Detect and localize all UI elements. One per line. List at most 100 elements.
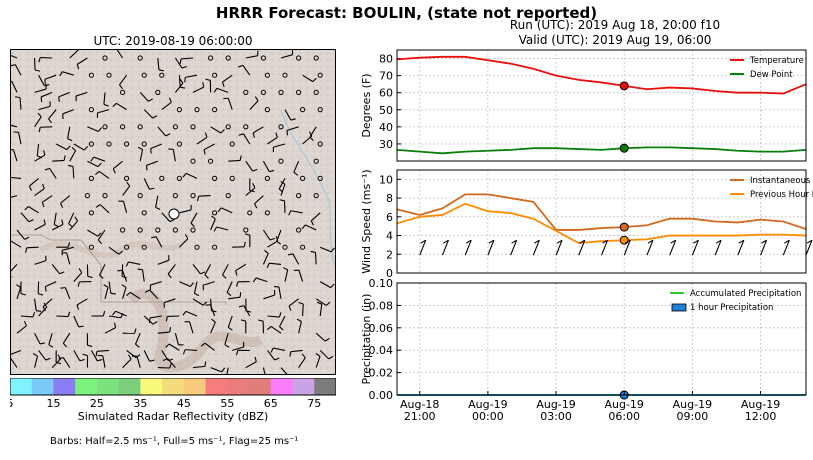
calm-marker [84,193,91,199]
wind-barb [316,301,323,317]
svg-text:Aug-19: Aug-19 [604,398,643,411]
calm-marker [124,141,130,147]
calm-marker [124,244,130,250]
wind-barb [190,212,198,228]
wind-barb [262,367,266,374]
wind-barb [151,236,163,248]
wind-barb [228,292,242,300]
wind-barb [245,50,259,59]
wind-barb [252,277,268,283]
calm-marker [141,141,147,147]
wind-barb [279,315,286,331]
legend-label: Dew Point [750,70,793,80]
calm-marker [264,72,270,78]
wind-barb [623,239,631,256]
wind-barb [44,167,57,179]
wind-barb [782,239,790,256]
reflectivity-colorbar: 5 15 25 35 45 55 65 75 [10,378,336,410]
wind-barb [155,195,161,211]
wind-barb [182,172,198,179]
wind-barb [179,204,192,214]
calm-marker [212,107,218,113]
wind-barb [301,224,317,231]
wind-barb [221,74,233,88]
wind-barb [238,305,251,317]
wind-barb [144,289,159,300]
wind-barb [38,126,53,133]
wind-barb [99,264,106,279]
calm-marker [137,55,143,61]
calm-marker [300,175,306,181]
wind-barb [60,195,71,209]
wind-barb [179,234,189,248]
wind-barb [145,160,158,171]
wind-barb [197,195,211,202]
calm-marker [176,141,182,147]
wind-barb [669,239,677,256]
calm-marker [155,89,161,96]
wind-barb [60,287,71,299]
wind-barb [143,109,158,119]
calm-marker [190,124,196,130]
calm-marker [88,244,95,250]
wind-barb [87,126,102,133]
wind-barb [11,349,22,355]
calm-marker [296,55,302,61]
wind-barb [714,239,722,256]
wind-barb [302,74,317,83]
wind-barb [252,126,264,138]
wind-barb [76,57,88,70]
wind-barb [44,74,57,85]
legend-label: Accumulated Precipitation [690,289,801,299]
wind-barb [69,50,79,59]
wind-barb [202,281,215,291]
wind-barb [95,170,110,179]
plot-frame [396,282,807,396]
legend-entry: Previous Hour Max Wind [730,190,813,200]
calm-marker [124,175,130,181]
colorbar-cell [31,378,54,395]
calm-marker [141,72,147,78]
wind-barb [53,212,60,228]
wind-barb [167,264,176,279]
wind-barb [293,269,304,282]
wind-barb [319,281,335,289]
wind-barb [227,315,233,331]
wind-barb [58,357,71,368]
wind-barb [148,315,162,323]
wind-barb [244,233,251,248]
wind-barb [59,71,74,77]
wind-barb [192,298,208,306]
wind-barb [315,298,331,306]
colorbar-tick-label: 65 [264,397,278,410]
calm-marker [120,227,126,233]
wind-barb [97,354,106,368]
calm-marker [106,72,112,78]
wind-barb [203,143,215,155]
wind-barb [157,126,171,137]
legend-label: Instantaneous Wind Gust [750,176,813,186]
wind-barb [178,75,186,89]
wind-barb [108,246,123,255]
wind-barb [32,353,39,368]
calm-marker [260,89,266,96]
wind-barb [157,363,172,369]
wind-barb [200,342,215,351]
wind-barb [77,281,92,287]
wind-barb [87,160,102,168]
wind-barb [805,239,813,256]
wind-barb [34,84,47,93]
wind-barb [16,229,30,240]
wind-barb [210,215,216,231]
wind-barb [68,164,75,179]
wind-barb [279,199,286,213]
wind-barb [162,358,176,368]
calm-marker [120,124,126,130]
wind-barb [34,255,47,265]
wind-barb [69,146,77,162]
wind-barb [210,126,225,134]
wind-barb [272,143,286,153]
y-tick-label: 0.08 [369,299,394,312]
